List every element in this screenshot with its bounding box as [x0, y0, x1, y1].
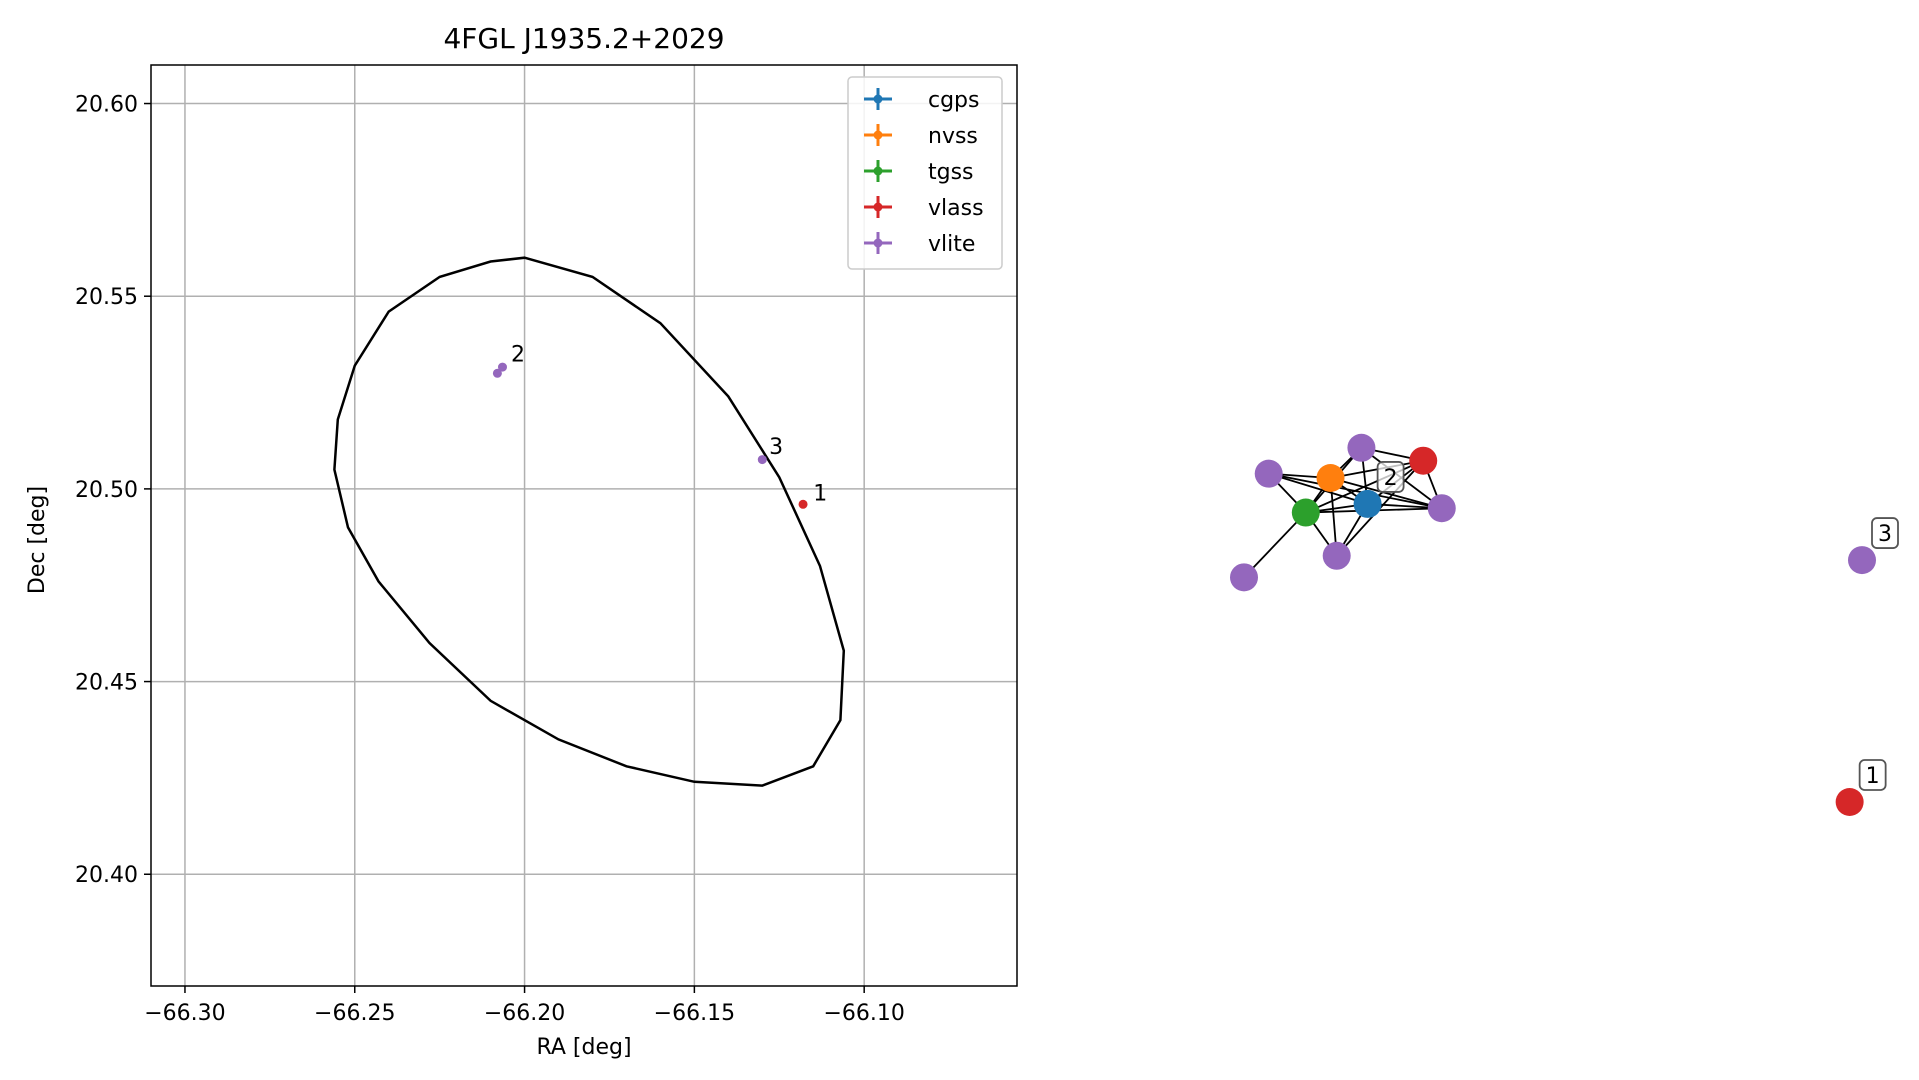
graph-node-label: 1	[1858, 759, 1887, 791]
y-tick-label: 20.40	[75, 863, 138, 888]
legend-marker-dot	[873, 202, 883, 212]
graph-node-label: 3	[1871, 517, 1899, 549]
legend-marker-dot	[873, 94, 883, 104]
graph-edge	[1268, 472, 1442, 510]
annotations: 2 3 1	[511, 343, 827, 507]
data-point-vlite	[497, 362, 507, 372]
legend-label: cgps	[928, 88, 980, 113]
legend-label: nvss	[928, 124, 978, 149]
graph-node	[1835, 788, 1864, 816]
graph-node	[1322, 541, 1351, 570]
graph-label-text: 2	[1384, 466, 1398, 491]
graph-node	[1291, 498, 1320, 527]
legend-entry-cgps: cgps	[864, 88, 980, 113]
graph-node-labels: 2 3 1	[1376, 461, 1899, 791]
x-ticks: −66.30 −66.25 −66.20 −66.15 −66.10	[144, 986, 905, 1026]
legend-entry-vlass: vlass	[864, 196, 984, 221]
graph-label-box	[1376, 461, 1405, 493]
chart-association-graph: 2 3 1	[1230, 433, 1899, 816]
point-annotation: 3	[769, 435, 783, 460]
data-point-vlite	[757, 455, 767, 465]
error-ellipse	[333, 256, 846, 787]
legend-label: vlass	[928, 196, 984, 221]
x-tick-label: −66.10	[823, 1001, 904, 1026]
graph-edge	[1330, 477, 1442, 510]
data-point-vlite	[492, 368, 502, 378]
legend-marker-dot	[873, 238, 883, 248]
graph-node	[1347, 433, 1376, 462]
graph-node	[1353, 489, 1382, 518]
axes-frame	[150, 64, 1018, 987]
y-tick-label: 20.50	[75, 478, 138, 503]
legend-marker-dot	[873, 166, 883, 176]
data-points	[492, 362, 808, 509]
y-axis-label: Dec [deg]	[25, 486, 50, 594]
graph-label-box	[1871, 517, 1899, 549]
legend-entry-vlite: vlite	[864, 232, 975, 257]
legend-marker-dot	[873, 130, 883, 140]
x-axis-label: RA [deg]	[536, 1035, 631, 1060]
graph-node	[1427, 494, 1456, 523]
graph-label-text: 1	[1866, 764, 1880, 789]
legend-label: vlite	[928, 232, 975, 257]
point-annotation: 2	[511, 343, 525, 368]
graph-node	[1409, 446, 1438, 475]
x-tick-label: −66.25	[314, 1001, 395, 1026]
graph-node	[1254, 459, 1283, 488]
chart-source-field: 2 3 1 −66.30 −66.25 −66.20 −66.15 −66.10 20.40…	[25, 22, 1018, 1060]
graph-node	[1848, 546, 1876, 575]
x-tick-label: −66.15	[654, 1001, 735, 1026]
x-tick-label: −66.20	[484, 1001, 565, 1026]
graph-nodes	[1230, 433, 1876, 816]
y-tick-label: 20.60	[75, 93, 138, 118]
y-tick-label: 20.55	[75, 285, 138, 310]
graph-edge	[1243, 511, 1307, 578]
x-tick-label: −66.30	[144, 1001, 225, 1026]
graph-label-box	[1858, 759, 1887, 791]
point-annotation: 1	[813, 481, 827, 506]
graph-label-text: 3	[1878, 522, 1892, 547]
legend-entry-nvss: nvss	[864, 124, 978, 149]
data-point-vlass	[798, 499, 808, 509]
graph-node	[1230, 563, 1258, 592]
graph-edge	[1268, 472, 1368, 505]
legend-entry-tgss: tgss	[864, 160, 974, 185]
chart-title: 4FGL J1935.2+2029	[443, 22, 724, 55]
graph-node	[1316, 464, 1345, 492]
legend: cgps nvss tgss vlass vlite	[847, 76, 1003, 270]
legend-box	[847, 76, 1003, 270]
graph-node-label: 2	[1376, 461, 1405, 493]
y-tick-label: 20.45	[75, 671, 138, 696]
y-ticks: 20.40 20.45 20.50 20.55 20.60	[75, 93, 151, 888]
legend-label: tgss	[928, 160, 974, 185]
